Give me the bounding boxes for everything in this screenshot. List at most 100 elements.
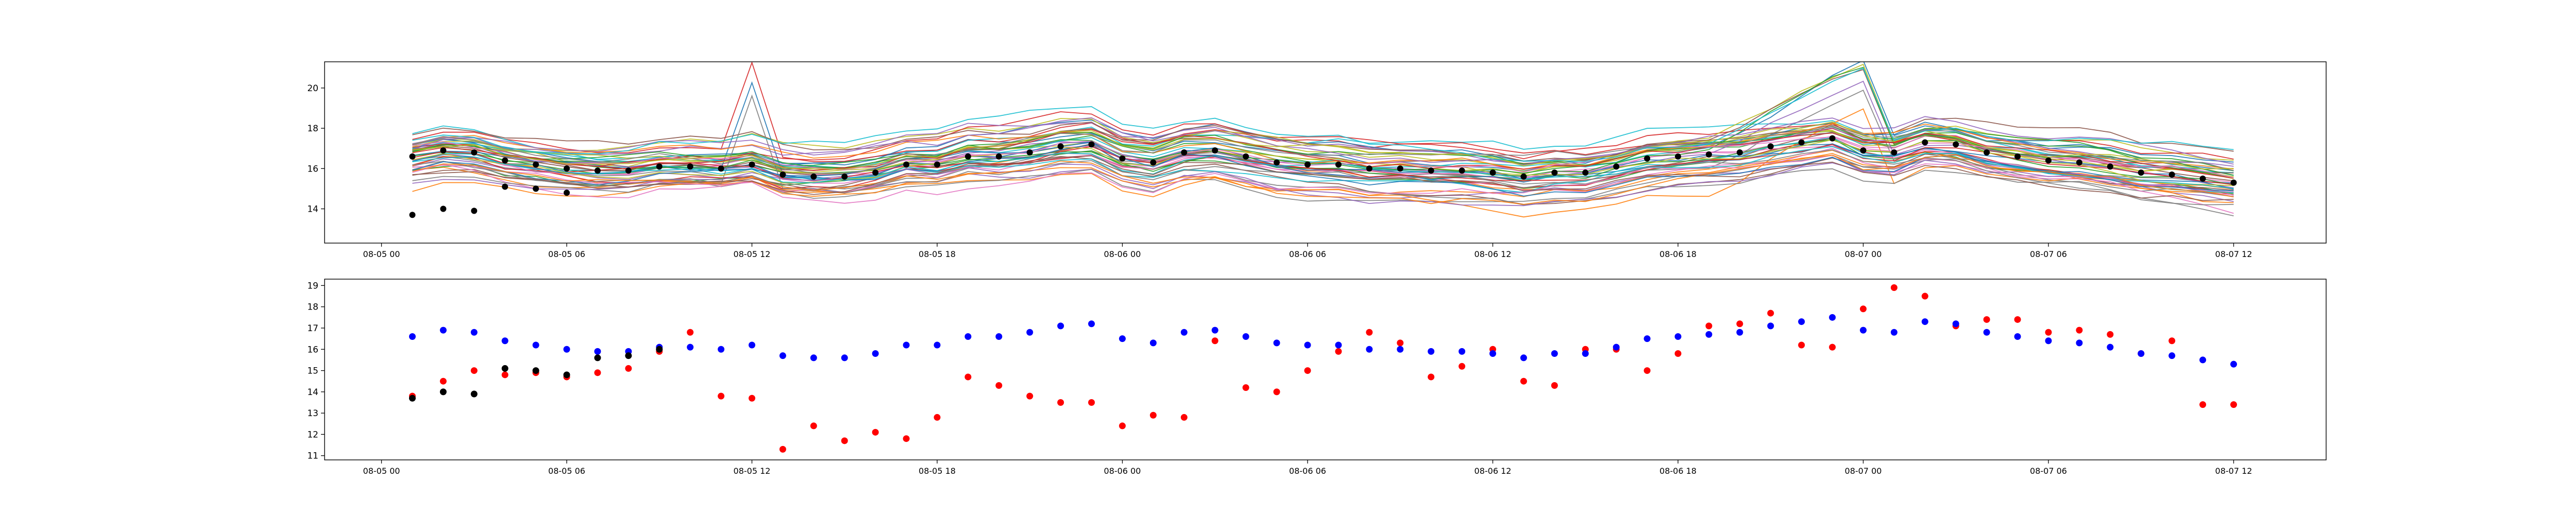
blue-point xyxy=(1180,329,1188,336)
blue-point xyxy=(1705,331,1713,338)
ensemble-mean-point xyxy=(903,161,910,168)
ensemble-mean-point xyxy=(2199,175,2206,182)
red-point xyxy=(1211,337,1218,345)
ensemble-mean-point xyxy=(625,167,632,174)
ensemble-mean-point xyxy=(1798,139,1805,146)
red-point xyxy=(1242,384,1249,391)
red-point xyxy=(810,422,817,430)
ensemble-mean-point xyxy=(409,153,416,160)
ensemble-mean-point xyxy=(749,161,755,168)
x-tick-label: 08-07 00 xyxy=(1845,466,1882,476)
ensemble-mean-point xyxy=(656,163,663,170)
ensemble-mean-point xyxy=(2138,169,2144,176)
blue-point xyxy=(1211,327,1218,334)
red-point xyxy=(501,371,509,379)
ensemble-mean-point xyxy=(564,165,570,172)
x-tick-label: 08-06 12 xyxy=(1475,249,1512,259)
red-point xyxy=(1057,399,1064,406)
red-point xyxy=(625,365,632,372)
red-point xyxy=(2076,327,2083,334)
blue-point xyxy=(594,348,601,355)
ensemble-member-line xyxy=(412,67,2234,162)
ensemble-mean-point xyxy=(1181,149,1188,156)
x-tick-label: 08-07 00 xyxy=(1845,249,1882,259)
red-point xyxy=(1705,322,1713,330)
ensemble-mean-point xyxy=(1736,149,1743,156)
blue-point xyxy=(1829,314,1836,321)
ensemble-mean-point xyxy=(964,153,971,160)
ensemble-mean-point xyxy=(440,147,447,154)
blue-point xyxy=(903,341,910,349)
blue-point xyxy=(1242,333,1249,340)
red-point xyxy=(1180,414,1188,421)
blue-point xyxy=(532,341,539,349)
ensemble-mean-point xyxy=(2168,171,2175,178)
blue-point xyxy=(1736,329,1743,336)
ensemble-member-line xyxy=(412,144,2234,185)
ensemble-member-line xyxy=(412,154,2234,205)
ensemble-mean-point xyxy=(1860,147,1867,154)
red-point xyxy=(1736,320,1743,328)
y-tick-label: 20 xyxy=(307,83,318,94)
blue-point xyxy=(2014,333,2021,340)
ensemble-mean-point xyxy=(2230,179,2237,186)
ensemble-mean-point xyxy=(1613,163,1620,170)
blue-point xyxy=(1983,329,1990,336)
observation-point xyxy=(502,183,509,190)
blue-point xyxy=(1643,335,1651,342)
ensemble-mean-point xyxy=(2107,163,2113,170)
blue-point xyxy=(2045,337,2052,345)
black-point xyxy=(563,371,570,379)
ensemble-mean-point xyxy=(934,161,940,168)
blue-point xyxy=(2230,360,2237,368)
red-point xyxy=(1921,293,1928,300)
x-tick-label: 08-05 00 xyxy=(363,466,400,476)
red-point xyxy=(2107,331,2114,338)
blue-point xyxy=(1149,339,1157,347)
ensemble-member-line xyxy=(412,121,2234,170)
red-point xyxy=(1119,422,1126,430)
ensemble-panel: 08-05 00 08-05 06 08-05 12 08-05 18 08-06 00… xyxy=(307,61,2327,259)
x-tick-label: 08-06 00 xyxy=(1104,466,1141,476)
blue-point xyxy=(995,333,1003,340)
blue-point xyxy=(1335,341,1342,349)
red-point xyxy=(1273,388,1280,396)
blue-point xyxy=(1057,322,1064,330)
ensemble-member-line xyxy=(412,117,2234,165)
red-point xyxy=(1304,367,1311,374)
blue-point xyxy=(1798,318,1805,325)
blue-point xyxy=(1674,333,1682,340)
black-point xyxy=(656,346,663,353)
ensemble-mean-point xyxy=(502,157,509,164)
black-point xyxy=(532,367,539,374)
blue-point xyxy=(1582,350,1589,357)
ensemble-mean-point xyxy=(1767,143,1774,150)
red-point xyxy=(470,367,478,374)
x-tick-label: 08-06 12 xyxy=(1475,466,1512,476)
ensemble-member-line xyxy=(412,155,2234,201)
observation-point xyxy=(440,205,447,212)
x-tick-label: 08-05 12 xyxy=(734,466,771,476)
red-point xyxy=(1335,348,1342,355)
x-tick-label: 08-05 18 xyxy=(919,249,956,259)
blue-point xyxy=(1273,339,1280,347)
red-point xyxy=(2230,401,2237,408)
red-point xyxy=(995,382,1003,389)
x-tick-label: 08-06 18 xyxy=(1659,466,1697,476)
black-point xyxy=(439,388,447,396)
axes-frame xyxy=(324,279,2327,460)
ensemble-member-line xyxy=(412,123,2234,170)
blue-point xyxy=(2138,350,2145,357)
observation-point xyxy=(471,208,478,214)
ensemble-mean-point xyxy=(1119,155,1126,162)
ensemble-mean-point xyxy=(872,169,879,176)
red-point xyxy=(594,369,601,376)
ensemble-mean-point xyxy=(1984,149,1990,156)
x-tick-label: 08-06 06 xyxy=(1289,466,1326,476)
ensemble-member-line xyxy=(412,81,2234,184)
blue-point xyxy=(1860,327,1867,334)
y-tick-label: 18 xyxy=(307,302,318,313)
axes-frame xyxy=(324,61,2327,244)
red-point xyxy=(2014,316,2021,323)
ensemble-mean-point xyxy=(1891,149,1897,156)
